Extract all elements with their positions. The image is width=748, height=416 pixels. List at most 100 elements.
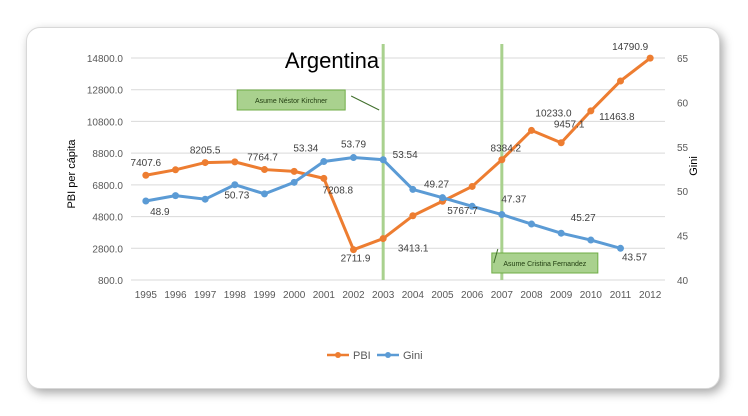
data-point-gini	[617, 244, 624, 252]
data-point-gini	[350, 154, 357, 162]
data-label: 9457.1	[554, 120, 585, 131]
data-label: 49.27	[424, 180, 449, 191]
y-axis-title: PBI per cápita	[66, 139, 78, 209]
chart-title: Argentina	[285, 48, 380, 73]
y-tick-label: 6800.0	[92, 181, 123, 192]
x-tick-label: 2002	[342, 290, 365, 301]
y-tick-label: 10800.0	[87, 117, 124, 128]
x-tick-label: 2009	[550, 290, 573, 301]
data-label: 7764.7	[247, 153, 278, 164]
event-callout-leader	[350, 95, 380, 111]
event-callout-label: Asume Néstor Kirchner	[255, 98, 328, 105]
data-point-pbi	[646, 54, 654, 62]
legend: PBI Gini	[327, 350, 423, 362]
data-point-pbi	[528, 126, 535, 134]
y2-tick-label: 50	[677, 187, 689, 198]
data-label: 48.9	[150, 207, 170, 218]
data-point-gini	[142, 197, 150, 205]
data-label: 14790.9	[612, 42, 649, 53]
data-label: 53.79	[341, 140, 366, 151]
data-point-pbi	[498, 156, 506, 164]
data-point-gini	[290, 178, 298, 186]
y2-tick-label: 65	[677, 54, 689, 65]
data-point-gini	[320, 158, 328, 166]
x-tick-label: 2011	[610, 290, 632, 301]
event-callout-leader	[493, 248, 499, 264]
x-tick-label: 1997	[194, 290, 217, 301]
data-point-gini	[468, 202, 476, 210]
legend-gini-label: Gini	[403, 350, 423, 362]
data-point-gini	[201, 195, 209, 203]
data-label: 47.37	[501, 195, 526, 206]
x-tick-label: 2004	[402, 290, 425, 301]
legend-pbi-marker	[335, 352, 341, 358]
chart-card: Asume Néstor Kirchner Asume Cristina Fern…	[26, 27, 720, 389]
event-callout-box	[236, 89, 346, 111]
x-tick-label: 1998	[224, 290, 247, 301]
data-point-pbi	[350, 246, 357, 254]
x-tick-label: 2008	[520, 290, 543, 301]
x-tick-label: 2010	[580, 290, 603, 301]
data-point-gini	[231, 181, 239, 189]
data-label: 11463.8	[599, 112, 635, 123]
data-label: 8384.2	[491, 144, 522, 155]
data-point-pbi	[587, 107, 595, 115]
data-point-gini	[439, 194, 446, 202]
x-tick-label: 1999	[253, 290, 276, 301]
y2-tick-label: 45	[677, 232, 689, 243]
series-line-pbi	[145, 56, 652, 252]
x-tick-label: 2003	[372, 290, 395, 301]
data-label: 10233.0	[535, 108, 572, 119]
y-tick-label: 800.0	[98, 276, 123, 287]
data-point-pbi	[617, 77, 624, 85]
y-tick-label: 2800.0	[92, 244, 123, 255]
x-tick-label: 2001	[313, 290, 336, 301]
grid-lines	[131, 57, 665, 281]
x-tick-label: 2000	[283, 290, 306, 301]
data-labels: 7407.6 8205.5 7764.7 7208.8 2711.9 3413.1 5767…	[131, 42, 649, 265]
legend-pbi-label: PBI	[353, 350, 371, 362]
x-tick-label: 2006	[461, 290, 484, 301]
y-tick-label: 4800.0	[92, 213, 123, 224]
data-point-pbi	[320, 174, 328, 182]
x-tick-label: 2005	[431, 290, 454, 301]
data-point-gini	[261, 190, 268, 198]
chart: Asume Néstor Kirchner Asume Cristina Fern…	[66, 42, 700, 362]
data-point-gini	[498, 211, 506, 219]
data-point-pbi	[142, 171, 150, 179]
y2-tick-label: 40	[677, 276, 689, 287]
data-point-pbi	[290, 167, 298, 175]
data-label: 50.73	[224, 191, 249, 202]
y2-axis-title: Gini	[688, 156, 700, 176]
legend-gini-marker	[385, 352, 391, 358]
data-label: 53.54	[393, 150, 418, 161]
data-point-pbi	[409, 212, 417, 220]
x-tick-label: 1996	[164, 290, 187, 301]
x-tick-label: 2007	[491, 290, 514, 301]
y2-tick-label: 55	[677, 143, 689, 154]
data-point-gini	[379, 156, 387, 164]
x-tick-label: 2012	[639, 290, 662, 301]
y-tick-label: 14800.0	[87, 54, 124, 65]
event-callout-label: Asume Cristina Fernandez	[503, 261, 586, 268]
data-point-pbi	[172, 166, 179, 174]
data-point-pbi	[201, 159, 209, 167]
series-lines	[142, 54, 654, 254]
data-point-pbi	[231, 158, 239, 166]
data-label: 43.57	[622, 252, 647, 263]
data-point-gini	[172, 192, 179, 200]
data-point-gini	[409, 185, 417, 193]
data-point-gini	[528, 220, 535, 228]
y2-tick-label: 60	[677, 98, 689, 109]
data-point-gini	[557, 229, 565, 237]
x-tick-label: 1995	[135, 290, 158, 301]
data-point-pbi	[557, 139, 565, 147]
y-tick-label: 8800.0	[92, 149, 123, 160]
data-label: 53.34	[293, 144, 318, 155]
data-point-pbi	[468, 182, 476, 190]
data-label: 7407.6	[131, 158, 162, 169]
y-tick-label: 12800.0	[87, 86, 124, 97]
axes: 14800.0 12800.0 10800.0 8800.0 6800.0 4800.0 2…	[87, 54, 689, 301]
data-label: 3413.1	[398, 244, 429, 255]
data-label: 8205.5	[190, 146, 221, 157]
